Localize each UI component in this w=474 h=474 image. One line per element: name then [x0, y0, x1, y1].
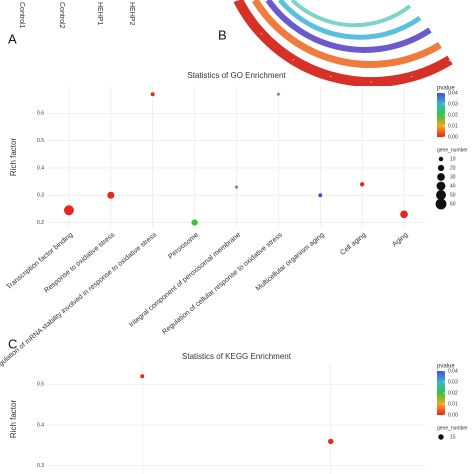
point	[107, 191, 115, 199]
size-key	[437, 173, 445, 181]
colorbar	[437, 93, 445, 137]
y-axis-label: Rich factor	[9, 138, 18, 177]
point	[318, 193, 323, 198]
x-tick-label: Transcription factor binding	[5, 232, 74, 292]
sample-label: HEHP2	[128, 2, 135, 25]
legend-title: pvalue	[437, 364, 455, 370]
colorbar-label: 0.02	[448, 390, 458, 396]
size-key-label: 60	[450, 201, 456, 207]
size-key-label: 50	[450, 192, 456, 198]
colorbar-label: 0.03	[448, 379, 458, 385]
y-tick-label: 0.5	[37, 138, 44, 144]
size-key-label: 20	[450, 165, 456, 171]
size-key	[438, 434, 444, 440]
legend-title: gene_number	[437, 147, 468, 153]
chart-title: Statistics of GO Enrichment	[187, 71, 286, 80]
point	[140, 374, 145, 379]
point	[191, 219, 198, 226]
point	[359, 182, 365, 187]
colorbar-label: 0.03	[448, 101, 458, 107]
panel-label: B	[218, 27, 227, 42]
y-tick-label: 0.4	[37, 422, 44, 428]
colorbar	[437, 371, 445, 415]
x-tick-label: Multicellular organism aging	[255, 232, 326, 293]
x-tick-label: Response to oxidative stress	[43, 231, 116, 294]
y-tick-label: 0.3	[37, 193, 44, 199]
colorbar-label: 0.02	[448, 112, 458, 118]
colorbar-label: 0.00	[448, 134, 458, 140]
point	[63, 205, 74, 216]
plot-area	[48, 364, 425, 474]
x-tick-label: Regulation of mRNA stability involved in…	[0, 231, 159, 373]
size-key-label: 30	[450, 174, 456, 180]
chart-title: Statistics of KEGG Enrichment	[182, 352, 292, 361]
point	[150, 92, 155, 97]
point	[234, 185, 239, 189]
point	[276, 92, 280, 96]
size-key	[437, 164, 445, 172]
legend-title: pvalue	[437, 86, 455, 92]
y-tick-label: 0.6	[37, 111, 44, 117]
panel-label: A	[8, 31, 17, 46]
circos-fragment	[233, 0, 453, 88]
panel-label: C	[8, 336, 17, 351]
colorbar-label: 0.04	[448, 368, 458, 374]
colorbar-label: 0.01	[448, 123, 458, 129]
size-key-label: 10	[450, 156, 456, 162]
y-tick-label: 0.3	[37, 463, 44, 469]
sample-label: Control1	[18, 2, 25, 29]
colorbar-label: 0.01	[448, 401, 458, 407]
size-key	[438, 156, 444, 162]
x-tick-label: Aging	[391, 232, 409, 249]
sample-label: Control2	[58, 2, 65, 29]
y-tick-label: 0.5	[37, 382, 44, 388]
y-axis-label: Rich factor	[9, 400, 18, 439]
size-key	[436, 181, 446, 191]
colorbar-label: 0.04	[448, 90, 458, 96]
y-tick-label: 0.2	[37, 220, 44, 226]
x-tick-label: Peroxisome	[167, 232, 200, 261]
colorbar-label: 0.00	[448, 412, 458, 418]
legend-title: gene_number	[437, 425, 468, 431]
sample-label: HEHP1	[96, 2, 103, 25]
size-key	[435, 198, 447, 210]
y-tick-label: 0.4	[37, 165, 44, 171]
point	[328, 438, 334, 445]
size-key	[436, 190, 446, 200]
point	[400, 210, 408, 219]
x-tick-label: Cell aging	[339, 232, 367, 257]
size-key-label: 15	[450, 434, 456, 440]
size-key-label: 40	[450, 183, 456, 189]
